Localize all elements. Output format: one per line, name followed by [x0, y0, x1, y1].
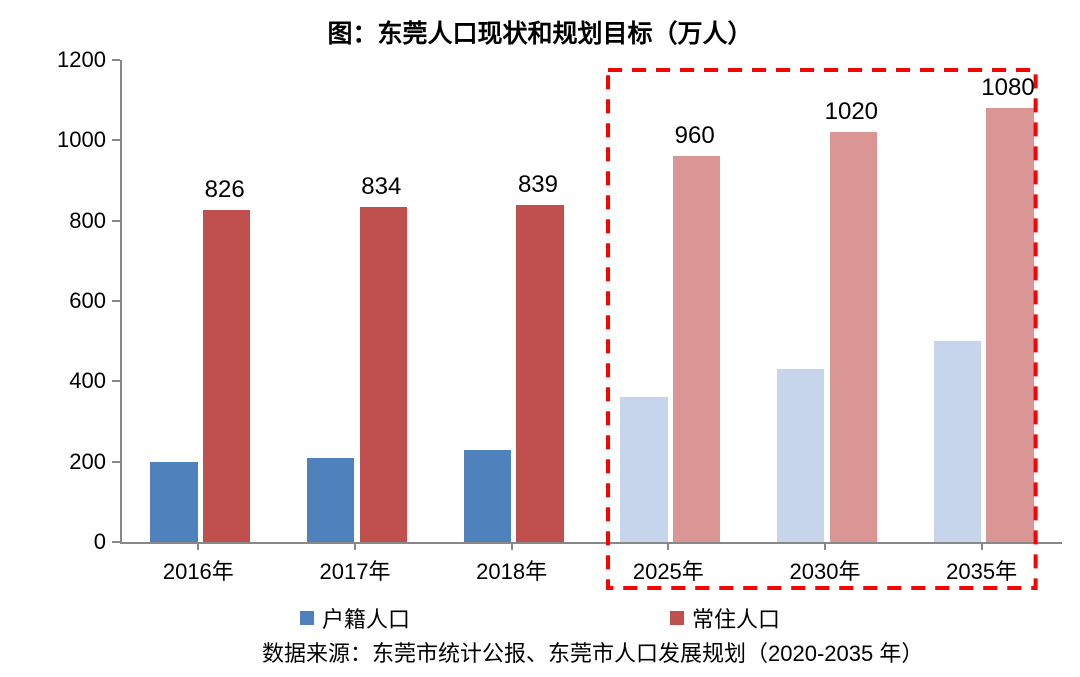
- x-tick-label: 2018年: [476, 554, 547, 586]
- x-tick-mark: [667, 542, 669, 550]
- bar-changzhu: [360, 207, 408, 542]
- bar-changzhu: [830, 132, 878, 542]
- bar-changzhu: [203, 210, 251, 542]
- bar-huji: [150, 462, 198, 542]
- legend-label: 户籍人口: [322, 602, 410, 634]
- bar-huji: [620, 397, 668, 542]
- y-tick-mark: [112, 220, 120, 222]
- bar-huji: [934, 341, 982, 542]
- bar-value-label: 960: [675, 122, 715, 150]
- x-tick-label: 2030年: [790, 554, 861, 586]
- legend-item-changzhu: 常住人口: [670, 602, 780, 634]
- bar-huji: [307, 458, 355, 542]
- y-tick-label: 800: [0, 208, 106, 234]
- y-tick-mark: [112, 139, 120, 141]
- x-tick-label: 2035年: [946, 554, 1017, 586]
- legend-swatch: [670, 611, 684, 625]
- chart-title: 图：东莞人口现状和规划目标（万人）: [0, 14, 1080, 50]
- y-tick-mark: [112, 300, 120, 302]
- x-tick-label: 2016年: [163, 554, 234, 586]
- bar-value-label: 839: [518, 171, 558, 199]
- bar-value-label: 1080: [981, 74, 1034, 102]
- legend-label: 常住人口: [692, 602, 780, 634]
- y-tick-label: 1000: [0, 127, 106, 153]
- x-tick-mark: [824, 542, 826, 550]
- y-tick-mark: [112, 541, 120, 543]
- bar-changzhu: [516, 205, 564, 542]
- bar-value-label: 826: [205, 176, 245, 204]
- legend-swatch: [300, 611, 314, 625]
- legend-item-huji: 户籍人口: [300, 602, 410, 634]
- y-tick-label: 400: [0, 368, 106, 394]
- bar-value-label: 1020: [825, 98, 878, 126]
- bar-changzhu: [673, 156, 721, 542]
- bar-huji: [464, 450, 512, 542]
- y-tick-mark: [112, 380, 120, 382]
- bar-changzhu: [986, 108, 1034, 542]
- y-tick-label: 1200: [0, 47, 106, 73]
- y-tick-label: 600: [0, 288, 106, 314]
- x-tick-mark: [197, 542, 199, 550]
- bar-huji: [777, 369, 825, 542]
- bar-value-label: 834: [361, 173, 401, 201]
- x-tick-mark: [354, 542, 356, 550]
- y-tick-label: 200: [0, 449, 106, 475]
- plot-area: [120, 60, 1062, 544]
- x-tick-mark: [981, 542, 983, 550]
- source-note: 数据来源：东莞市统计公报、东莞市人口发展规划（2020-2035 年）: [262, 636, 923, 668]
- y-tick-label: 0: [0, 529, 106, 555]
- y-tick-mark: [112, 59, 120, 61]
- x-tick-label: 2017年: [320, 554, 391, 586]
- x-tick-label: 2025年: [633, 554, 704, 586]
- y-tick-mark: [112, 461, 120, 463]
- x-tick-mark: [511, 542, 513, 550]
